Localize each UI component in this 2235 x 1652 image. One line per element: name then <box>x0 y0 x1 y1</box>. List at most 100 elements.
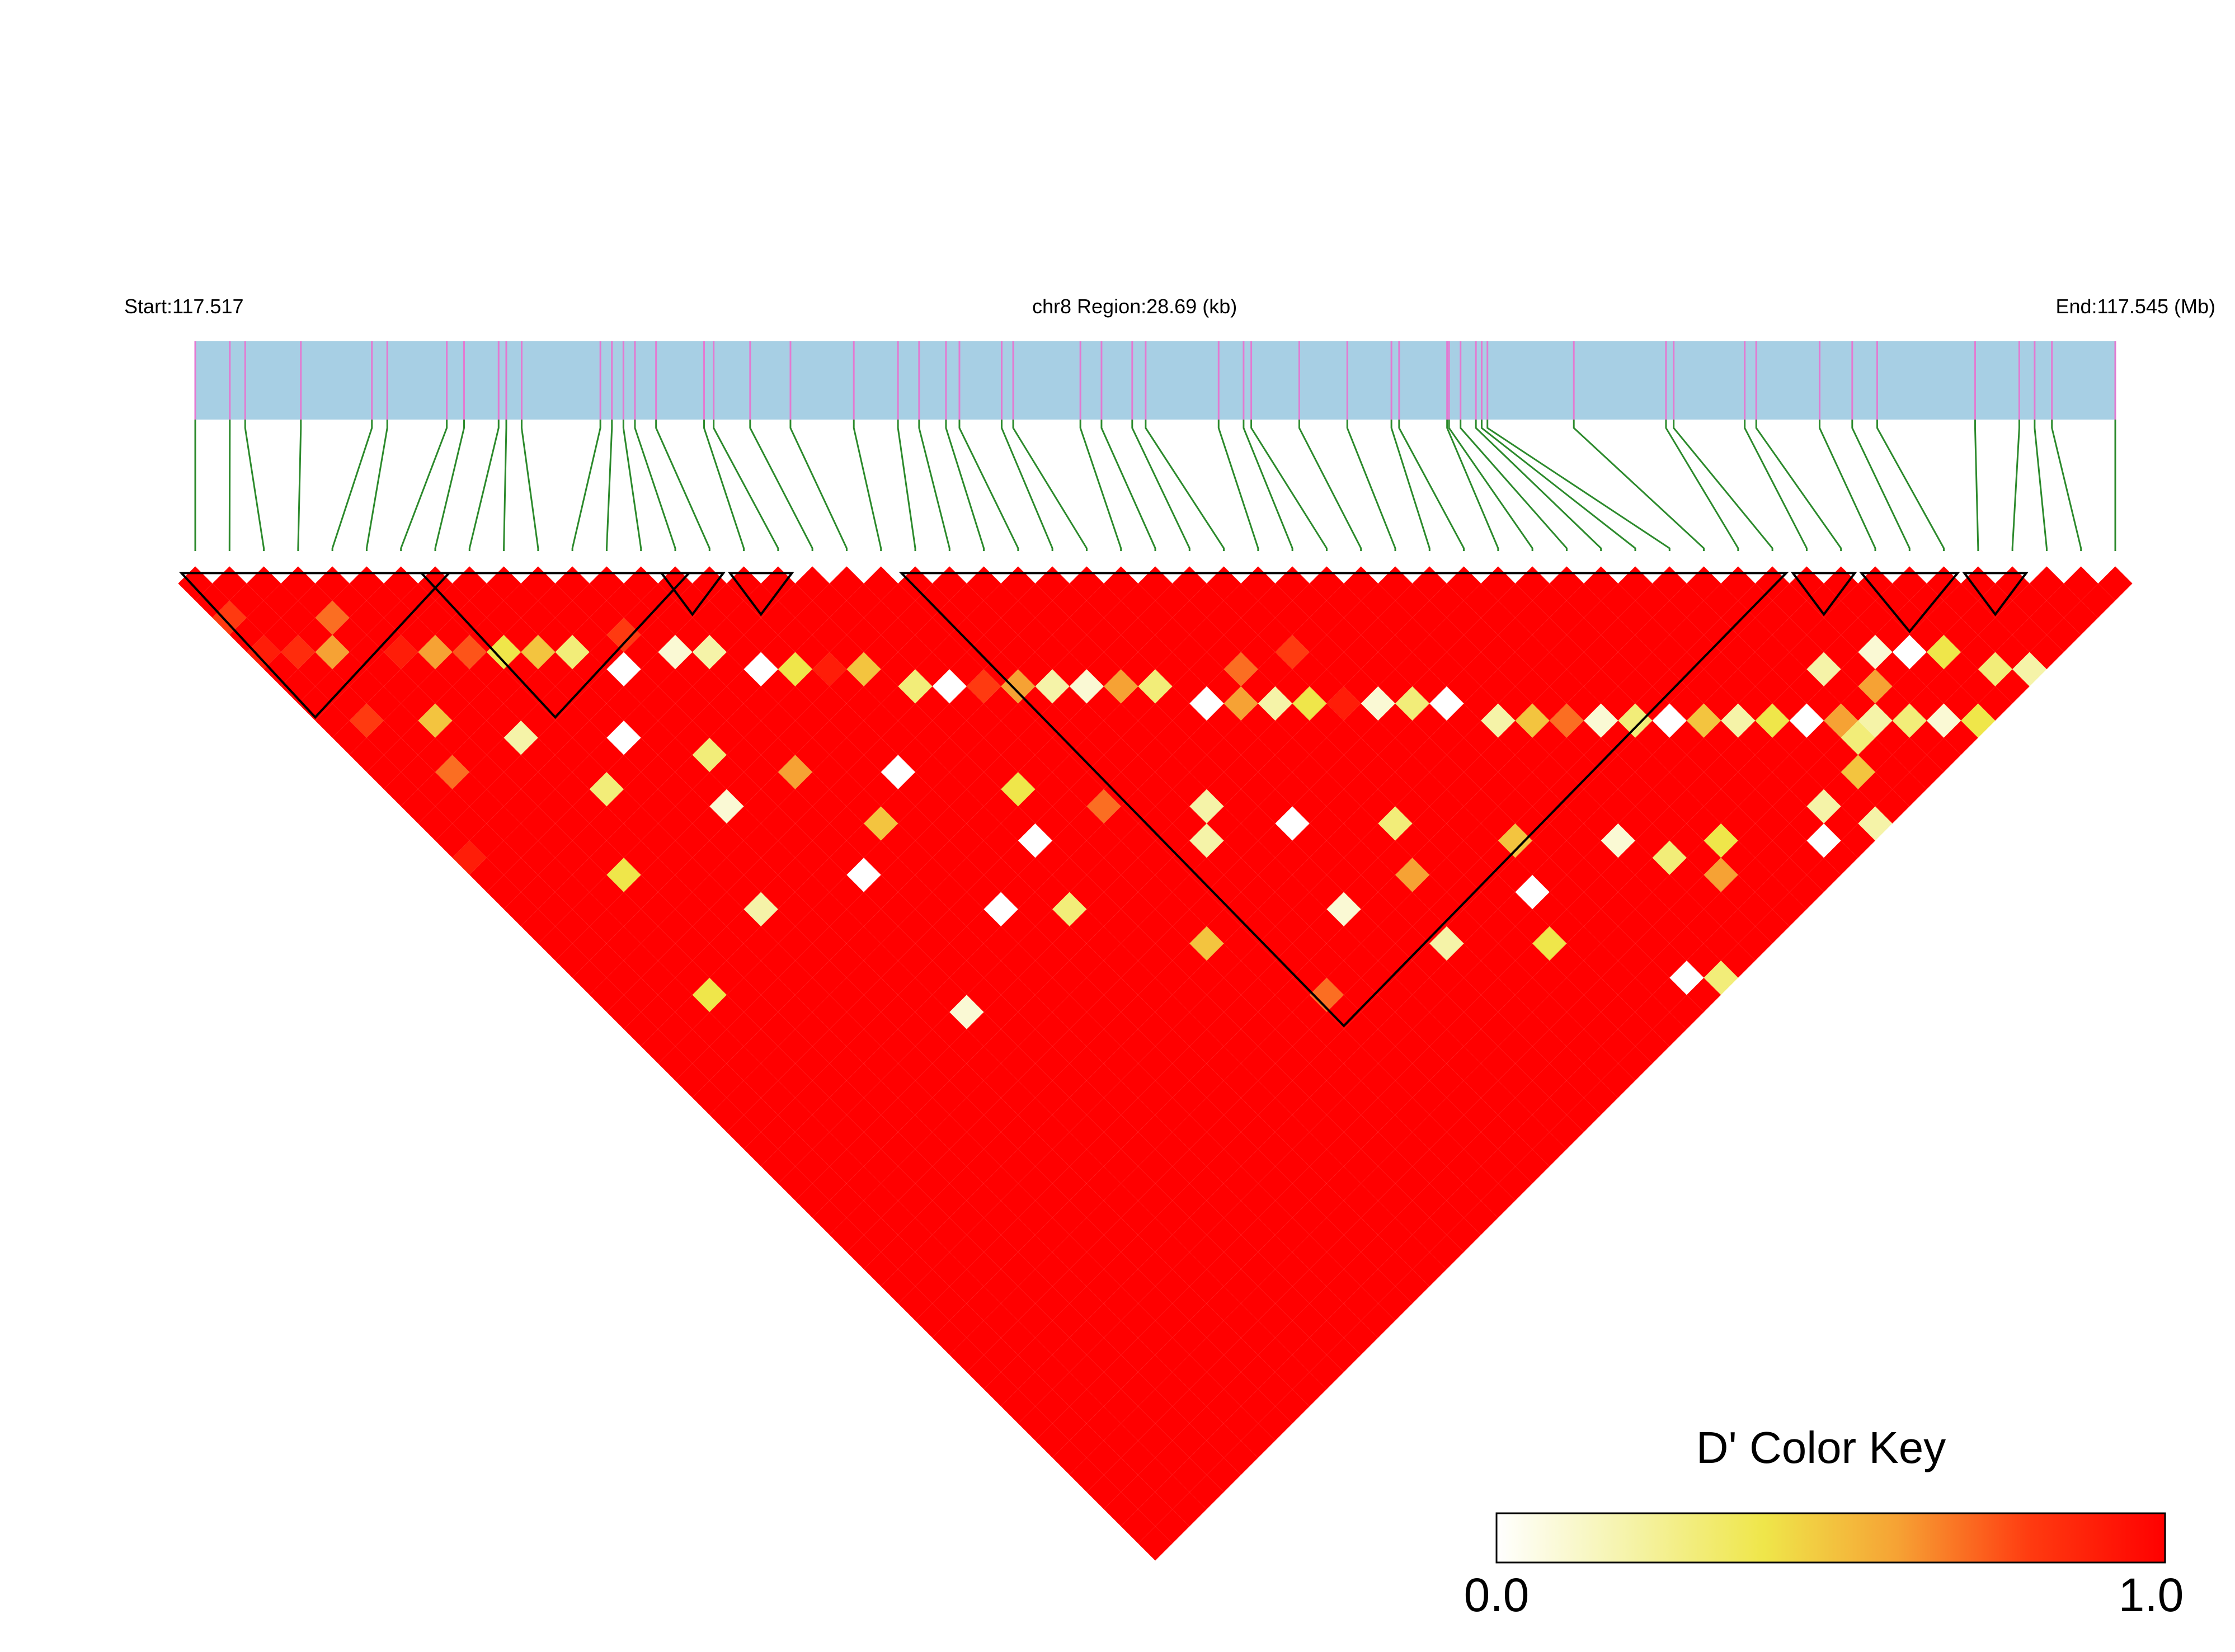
ld-cell-0-54 <box>1104 1492 1138 1527</box>
marker-diamond-52 <box>1961 566 1996 601</box>
ld-cell-28-39 <box>1326 755 1361 789</box>
ld-cell-37-41 <box>1515 634 1550 670</box>
ld-cell-28-46 <box>1446 874 1481 910</box>
ld-cell-10-55 <box>1292 1338 1327 1372</box>
ld-cell-6-10 <box>452 634 487 670</box>
ld-cell-44-55 <box>1875 755 1910 789</box>
ld-cell-0-47 <box>984 1372 1018 1406</box>
ld-cell-12-51 <box>1258 1235 1293 1269</box>
ld-cell-17-37 <box>1104 909 1138 944</box>
snp-connector-31 <box>1217 420 1259 551</box>
ld-cell-8-9 <box>469 583 504 618</box>
ld-cell-45-55 <box>1892 737 1927 773</box>
ld-cell-19-45 <box>1275 1012 1310 1047</box>
ld-cell-23-24 <box>984 583 1018 618</box>
ld-cell-23-44 <box>1326 926 1361 961</box>
marker-diamond-56 <box>2098 566 2133 601</box>
ld-cell-29-56 <box>1635 1029 1670 1063</box>
ld-cell-12-43 <box>1121 1098 1155 1132</box>
ld-cell-31-44 <box>1464 789 1498 823</box>
ld-cell-17-18 <box>778 583 813 618</box>
snp-connector-16 <box>703 420 745 551</box>
ld-cell-3-50 <box>1086 1372 1121 1406</box>
ld-cell-36-40 <box>1481 634 1516 670</box>
snp-position-track <box>195 341 2115 420</box>
ld-cell-1-6 <box>298 652 333 686</box>
ld-cell-11-56 <box>1326 1338 1361 1372</box>
ld-cell-45-54 <box>1875 721 1910 755</box>
ld-cell-21-56 <box>1498 1166 1533 1201</box>
ld-cell-2-56 <box>1172 1492 1207 1527</box>
ld-cell-3-8 <box>366 652 401 686</box>
ld-cell-6-15 <box>538 721 573 755</box>
ld-cell-31-33 <box>1275 600 1310 635</box>
ld-cell-1-42 <box>915 1269 950 1303</box>
ld-cell-20-21 <box>881 583 915 618</box>
ld-cell-38-48 <box>1652 737 1687 773</box>
ld-cell-0-50 <box>1035 1423 1070 1458</box>
ld-cell-38-44 <box>1584 669 1618 704</box>
ld-cell-3-39 <box>898 1183 933 1218</box>
ld-cell-1-38 <box>846 1201 881 1235</box>
ld-cell-36-56 <box>1755 909 1790 944</box>
ld-cell-48-56 <box>1961 703 1996 738</box>
ld-cell-9-34 <box>915 995 950 1029</box>
ld-cell-30-39 <box>1361 721 1395 755</box>
ld-cell-15-53 <box>1344 1217 1378 1253</box>
ld-cell-18-49 <box>1326 1098 1361 1132</box>
ld-cell-16-38 <box>1104 943 1138 978</box>
ld-cell-24-44 <box>1344 909 1378 944</box>
ld-cell-13-52 <box>1292 1235 1327 1269</box>
ld-cell-7-22 <box>675 823 710 858</box>
ld-cell-26-55 <box>1566 1063 1601 1098</box>
ld-cell-48-52 <box>1892 634 1927 670</box>
ld-cell-29-47 <box>1481 874 1516 910</box>
snp-connector-52 <box>1974 420 1979 551</box>
ld-cell-3-13 <box>452 737 487 773</box>
snp-connector-48 <box>1755 420 1842 551</box>
ld-cell-2-37 <box>846 1166 881 1201</box>
ld-cell-1-37 <box>829 1183 864 1218</box>
ld-cell-32-38 <box>1378 669 1413 704</box>
ld-cell-26-28 <box>1104 600 1138 635</box>
ld-cell-24-52 <box>1481 1046 1516 1081</box>
ld-cell-3-6 <box>332 618 367 652</box>
ld-cell-3-37 <box>864 1149 898 1184</box>
marker-diamond-31 <box>1241 566 1276 601</box>
ld-cell-7-55 <box>1241 1389 1276 1424</box>
ld-cell-47-48 <box>1806 583 1841 618</box>
marker-diamond-45 <box>1721 566 1756 601</box>
ld-cell-23-40 <box>1258 858 1293 892</box>
ld-cell-14-47 <box>1224 1132 1258 1166</box>
ld-cell-21-22 <box>915 583 950 618</box>
ld-cell-5-13 <box>486 703 521 738</box>
ld-cell-16-46 <box>1241 1080 1276 1115</box>
ld-cell-11-25 <box>795 806 830 841</box>
ld-cell-15-43 <box>1172 1046 1207 1081</box>
ld-cell-16-42 <box>1172 1012 1207 1047</box>
ld-cell-1-36 <box>812 1166 847 1201</box>
region-start-label: Start:117.517 <box>124 295 244 318</box>
ld-cell-20-42 <box>1241 943 1276 978</box>
ld-cell-23-47 <box>1378 977 1413 1013</box>
ld-cell-21-50 <box>1395 1063 1430 1098</box>
ld-cell-41-42 <box>1601 583 1635 618</box>
ld-cell-43-54 <box>1841 755 1875 789</box>
ld-cell-26-35 <box>1224 721 1258 755</box>
ld-cell-39-49 <box>1686 737 1721 773</box>
ld-cell-43-48 <box>1738 652 1773 686</box>
ld-cell-39-45 <box>1618 669 1653 704</box>
ld-cell-33-56 <box>1704 961 1738 995</box>
ld-cell-16-24 <box>864 703 898 738</box>
ld-cell-7-15 <box>555 703 590 738</box>
ld-cell-34-41 <box>1464 686 1498 721</box>
ld-cell-13-16 <box>675 618 710 652</box>
ld-cell-38-47 <box>1635 721 1670 755</box>
ld-cell-12-42 <box>1104 1080 1138 1115</box>
ld-cell-2-53 <box>1121 1441 1155 1475</box>
ld-cell-34-42 <box>1481 703 1516 738</box>
ld-cell-16-47 <box>1258 1098 1293 1132</box>
ld-cell-19-50 <box>1361 1098 1395 1132</box>
ld-cell-10-19 <box>675 721 710 755</box>
marker-diamond-32 <box>1275 566 1310 601</box>
